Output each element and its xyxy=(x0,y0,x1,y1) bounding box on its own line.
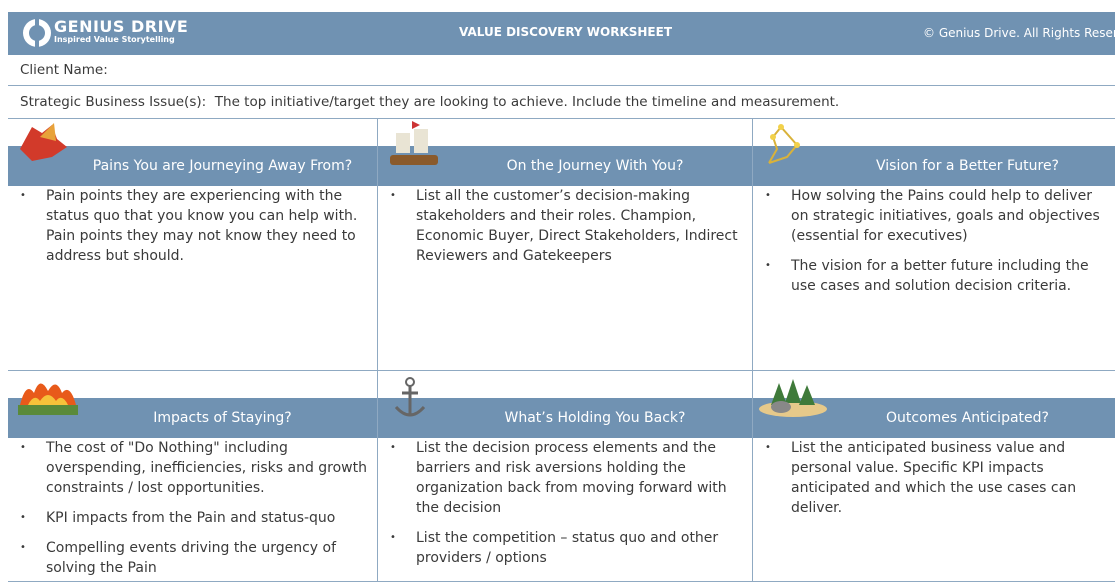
bullet-list: Pain points they are experiencing with t… xyxy=(8,186,368,276)
bullet: The vision for a better future including… xyxy=(753,256,1113,296)
bullet: List the competition – status quo and ot… xyxy=(378,528,738,568)
bullet-list: List the decision process elements and t… xyxy=(378,438,738,578)
worksheet-title: VALUE DISCOVERY WORKSHEET xyxy=(458,25,673,39)
bullet: List the decision process elements and t… xyxy=(378,438,738,518)
section: Impacts of Staying? The cost of "Do Noth… xyxy=(8,371,378,582)
section: What’s Holding You Back? List the decisi… xyxy=(378,371,753,582)
bullet: Compelling events driving the urgency of… xyxy=(8,538,368,578)
bullet-list: The cost of "Do Nothing" including overs… xyxy=(8,438,368,581)
section-header: Pains You are Journeying Away From? xyxy=(8,146,377,186)
section-icon xyxy=(18,383,78,415)
section-icon xyxy=(759,379,827,417)
section-icon xyxy=(394,377,426,417)
logo-subtitle: Inspired Value Storytelling xyxy=(54,35,175,44)
issue-label: Strategic Business Issue(s): xyxy=(20,94,207,110)
issue-row: Strategic Business Issue(s): The top ini… xyxy=(8,86,1115,119)
bullet: The cost of "Do Nothing" including overs… xyxy=(8,438,368,498)
section-title: Pains You are Journeying Away From? xyxy=(92,158,353,174)
section-header: What’s Holding You Back? xyxy=(378,398,752,438)
client-label: Client Name: xyxy=(20,62,108,78)
bullet: List all the customer’s decision-making … xyxy=(378,186,738,266)
page: GENIUS DRIVE Inspired Value Storytelling… xyxy=(0,0,1115,570)
section-title: On the Journey With You? xyxy=(506,158,684,174)
bullet: List the anticipated business value and … xyxy=(753,438,1113,518)
bullet-list: How solving the Pains could help to deli… xyxy=(753,186,1113,306)
worksheet: GENIUS DRIVE Inspired Value Storytelling… xyxy=(8,12,1115,582)
logo-title: GENIUS DRIVE xyxy=(54,17,189,36)
section: Pains You are Journeying Away From? Pain… xyxy=(8,119,378,371)
section-title: What’s Holding You Back? xyxy=(504,410,686,426)
section: Vision for a Better Future? How solving … xyxy=(753,119,1115,371)
bullet: KPI impacts from the Pain and status-quo xyxy=(8,508,368,528)
section-icon xyxy=(390,121,438,165)
section-header: On the Journey With You? xyxy=(378,146,752,186)
section-header: Vision for a Better Future? xyxy=(753,146,1115,186)
client-row: Client Name: xyxy=(8,55,1115,86)
section-title: Impacts of Staying? xyxy=(153,410,292,426)
bullet-list: List all the customer’s decision-making … xyxy=(378,186,738,276)
section-icon xyxy=(20,123,67,161)
header: GENIUS DRIVE Inspired Value Storytelling… xyxy=(8,12,1115,55)
bullet-list: List the anticipated business value and … xyxy=(753,438,1113,528)
bullet: Pain points they are experiencing with t… xyxy=(8,186,368,266)
bullet: How solving the Pains could help to deli… xyxy=(753,186,1113,246)
section-icon xyxy=(768,124,800,164)
section: On the Journey With You? List all the cu… xyxy=(378,119,753,371)
copyright: © Genius Drive. All Rights Reserved. xyxy=(923,26,1115,40)
issue-text: The top initiative/target they are looki… xyxy=(214,94,840,110)
section-title: Outcomes Anticipated? xyxy=(886,410,1049,426)
logo-icon xyxy=(23,19,51,47)
section: Outcomes Anticipated? List the anticipat… xyxy=(753,371,1115,582)
section-title: Vision for a Better Future? xyxy=(876,158,1059,174)
